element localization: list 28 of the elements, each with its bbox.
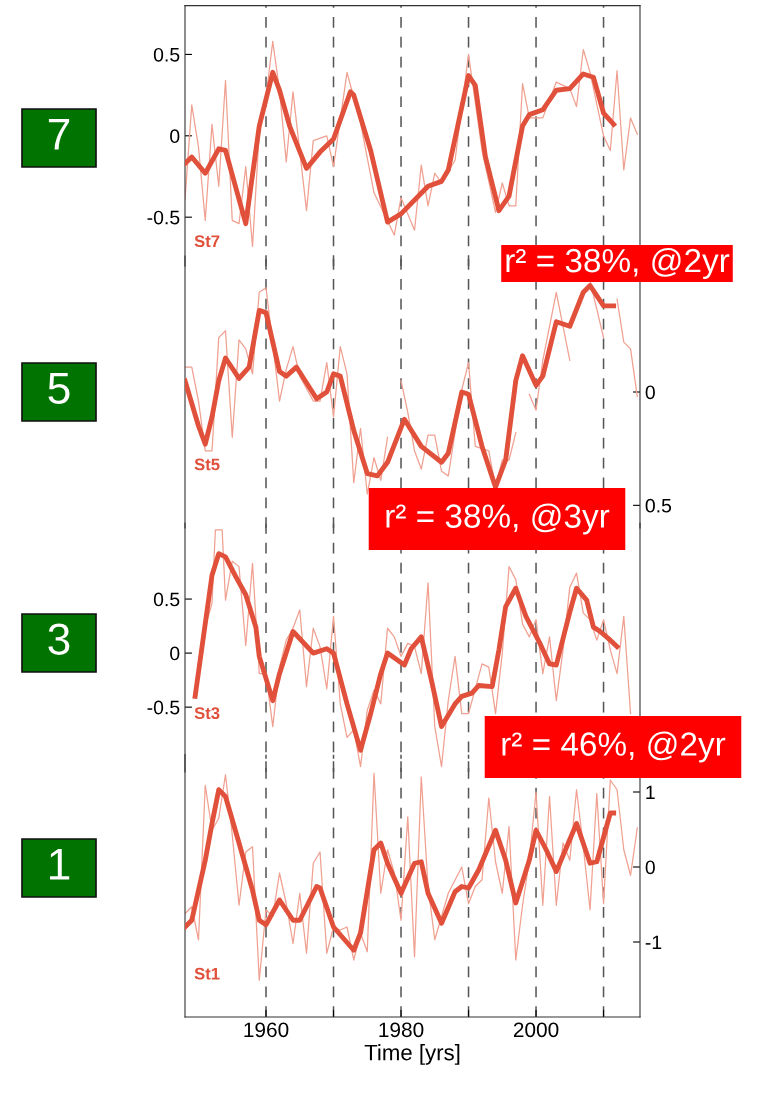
x-axis-title: Time [yrs] — [364, 1044, 460, 1065]
y-tick-label: -0.5 — [147, 210, 180, 225]
text: St1 — [194, 967, 220, 980]
y-tick-label: 0 — [645, 385, 655, 400]
y-tick-label: 1 — [646, 785, 655, 800]
line-series — [185, 69, 617, 227]
annotation: r² = 38%, @2yr — [506, 247, 730, 280]
text: 5 — [48, 372, 70, 404]
y-tick-label: 0 — [170, 646, 180, 661]
series-label: St7 — [194, 235, 220, 248]
text: 1 — [50, 848, 70, 880]
x-tick-label: 1960 — [244, 1022, 289, 1038]
x-tick-label: 1980 — [379, 1022, 424, 1038]
text: 3 — [48, 623, 70, 655]
series-label: St3 — [194, 707, 220, 720]
annotation: r² = 38%, @3yr — [386, 503, 610, 535]
y-tick-label: 0.5 — [645, 498, 672, 513]
series-label: St5 — [194, 458, 220, 471]
y-tick-label: 0 — [645, 860, 655, 875]
line-series — [185, 787, 617, 953]
annotation: r² = 46%, @2yr — [502, 731, 726, 763]
x-tick-label: 2000 — [513, 1022, 559, 1038]
y-tick-label: 0 — [170, 129, 180, 144]
text: 7 — [48, 118, 70, 150]
y-tick-label: -1 — [645, 935, 662, 950]
y-tick-label: 0.5 — [153, 47, 180, 62]
y-tick-label: 0.5 — [153, 592, 180, 607]
y-tick-label: -0.5 — [147, 700, 180, 715]
